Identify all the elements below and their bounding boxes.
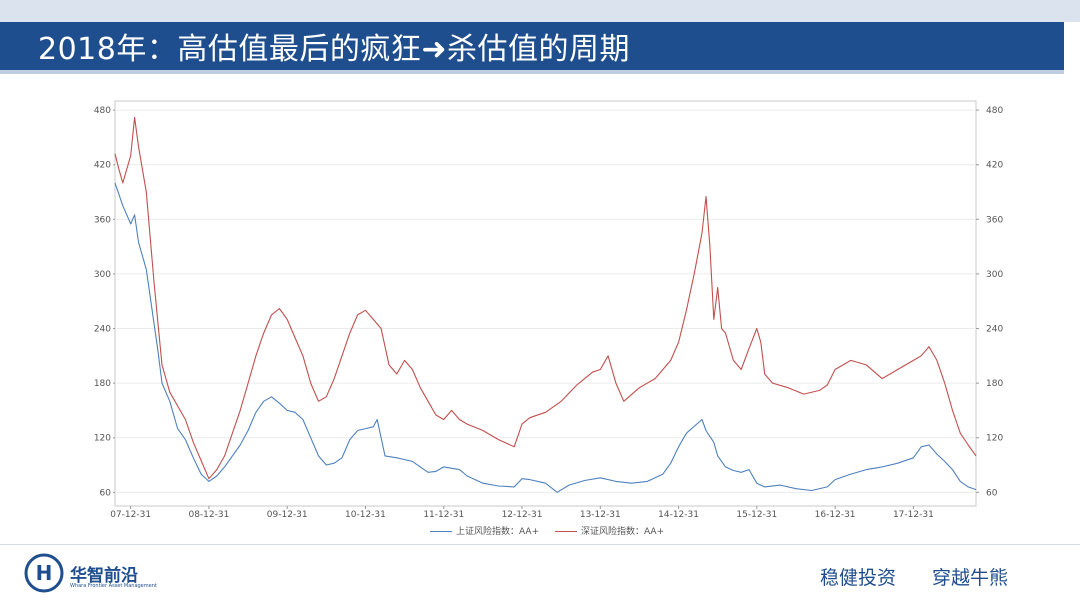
legend-item-series-2: 深证风险指数：AA+ — [555, 524, 664, 537]
chart-legend: 上证风险指数：AA+ 深证风险指数：AA+ — [0, 522, 1080, 538]
x-tick-label: 15-12-31 — [736, 510, 777, 520]
x-tick-label: 11-12-31 — [423, 510, 464, 520]
y-right-tick-label: 180 — [986, 379, 1003, 389]
x-tick-label: 08-12-31 — [188, 510, 229, 520]
x-tick-label: 13-12-31 — [580, 510, 621, 520]
footer-divider — [0, 544, 1080, 545]
x-tick-label: 07-12-31 — [110, 510, 151, 520]
y-left-tick-label: 360 — [94, 215, 111, 225]
y-left-tick-label: 180 — [94, 379, 111, 389]
brand-subtitle: Whara Frontier Asset Management — [70, 583, 157, 589]
series-group — [114, 116, 977, 493]
y-right-tick-label: 120 — [986, 434, 1003, 444]
y-right-tick-label: 420 — [986, 161, 1003, 171]
gridlines — [115, 109, 976, 493]
series-line-1 — [114, 182, 977, 493]
y-left-tick-label: 480 — [94, 106, 111, 116]
slogan-left: 稳健投资 — [820, 567, 897, 589]
tick-labels: 480 420 360 300 240 180 120 60 480 420 360 300 240 18… — [94, 106, 1004, 520]
x-tick-label: 16-12-31 — [815, 510, 856, 520]
title-bar — [0, 22, 1064, 74]
y-right-tick-label: 480 — [986, 106, 1003, 116]
logo-letter: H — [36, 561, 53, 585]
y-right-tick-label: 240 — [986, 325, 1003, 335]
header-top-stripe — [0, 0, 1080, 22]
brand-name: 华智前沿 — [70, 566, 138, 586]
y-left-tick-label: 300 — [94, 270, 111, 280]
slide-title: 2018年：高估值最后的疯狂➜杀估值的周期 — [38, 32, 630, 67]
y-left-tick-label: 60 — [100, 488, 112, 498]
y-left-tick-label: 420 — [94, 161, 111, 171]
legend-item-series-1: 上证风险指数：AA+ — [430, 524, 539, 537]
legend-swatch-blue — [430, 531, 452, 532]
line-chart: 480 420 360 300 240 180 120 60 480 420 360 300 240 18… — [94, 100, 1004, 520]
legend-label-series-1: 上证风险指数：AA+ — [456, 527, 540, 537]
series-line-2 — [114, 116, 977, 480]
y-right-tick-label: 300 — [986, 270, 1003, 280]
x-tick-label: 14-12-31 — [658, 510, 699, 520]
legend-label-series-2: 深证风险指数：AA+ — [581, 527, 665, 537]
x-tick-label: 17-12-31 — [893, 510, 934, 520]
y-left-tick-label: 240 — [94, 325, 111, 335]
company-logo-icon: H — [24, 553, 64, 593]
y-right-tick-label: 60 — [986, 488, 998, 498]
plot-area — [114, 100, 977, 507]
slogan-right: 穿越牛熊 — [932, 567, 1009, 589]
y-right-tick-label: 360 — [986, 215, 1003, 225]
y-left-tick-label: 120 — [94, 434, 111, 444]
legend-swatch-red — [555, 531, 577, 532]
x-tick-label: 10-12-31 — [345, 510, 386, 520]
x-tick-label: 12-12-31 — [502, 510, 543, 520]
x-tick-label: 09-12-31 — [267, 510, 308, 520]
